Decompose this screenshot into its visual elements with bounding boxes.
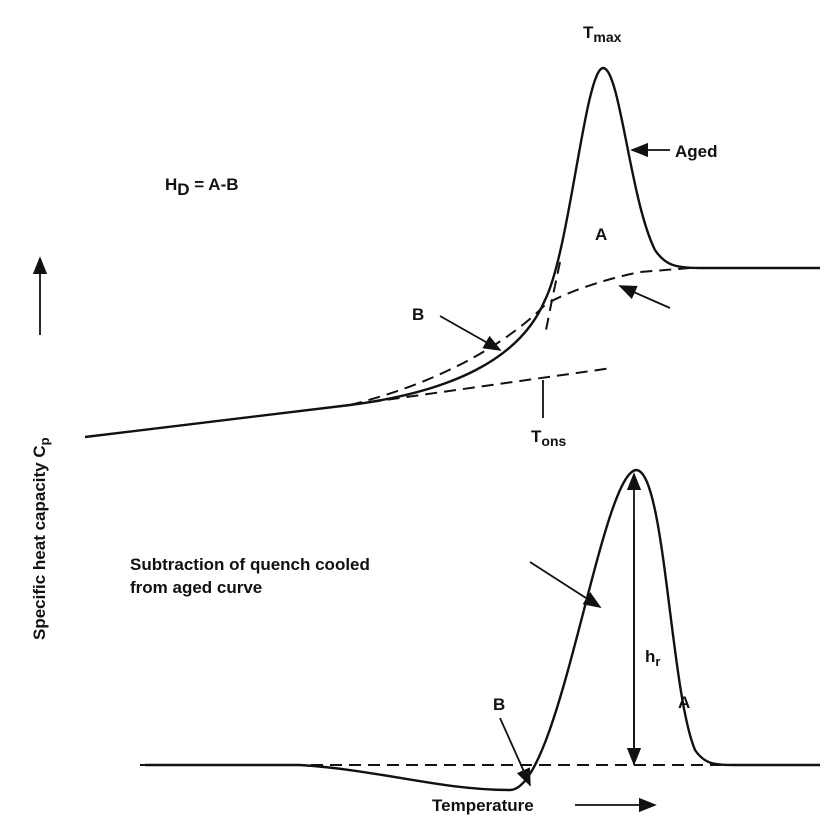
subtraction-line: from aged curve [130, 578, 262, 597]
arrow [439, 315, 502, 351]
aged-curve [84, 66, 820, 439]
baseline-extension [349, 367, 613, 406]
x-axis-label: Temperature [432, 796, 534, 815]
area-b: B [412, 305, 424, 324]
area-a: A [678, 693, 690, 712]
hd-formula: HD = A-B [165, 175, 239, 199]
arrow [499, 717, 531, 787]
aged-label: Aged [675, 142, 718, 161]
area-a: A [595, 225, 607, 244]
t-max: Tmax [583, 23, 622, 45]
area-b: B [493, 695, 505, 714]
difference-curve [145, 468, 820, 792]
h-r: hr [645, 647, 660, 669]
t-ons: Tons [531, 427, 566, 449]
step-line [545, 261, 561, 331]
quench-curve [349, 267, 691, 406]
y-axis-label: Specific heat capacity Cp [30, 437, 52, 640]
subtraction-line: Subtraction of quench cooled [130, 555, 370, 574]
arrow [529, 561, 602, 608]
arrow [618, 285, 671, 309]
